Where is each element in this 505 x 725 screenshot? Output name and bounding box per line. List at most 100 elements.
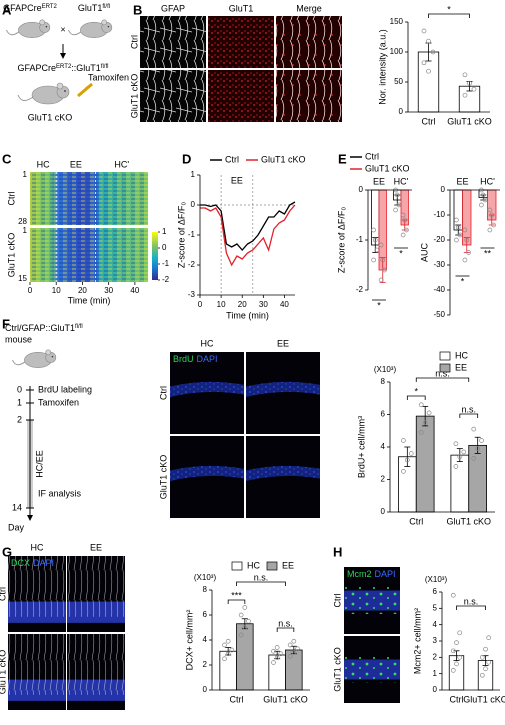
data-point — [371, 227, 376, 233]
panel-letter: C — [2, 151, 12, 166]
row-label: Ctrl — [129, 35, 139, 49]
data-point — [487, 207, 493, 213]
significance-label: * — [377, 300, 381, 310]
data-point — [457, 630, 463, 636]
x-tick-label: Ctrl — [409, 516, 423, 526]
column-label: HC — [31, 542, 44, 552]
data-point — [462, 227, 468, 233]
data-point — [242, 605, 248, 610]
legend-swatch — [266, 561, 278, 571]
data-point — [408, 451, 414, 456]
column-label: EE — [90, 542, 102, 552]
significance-label: n.s. — [435, 368, 450, 378]
significance-bracket — [459, 413, 479, 418]
subtitle: mouse — [5, 334, 32, 344]
data-point — [467, 80, 472, 86]
cell-layer — [246, 381, 320, 398]
y-tick-label: 5 — [433, 603, 438, 612]
data-point — [229, 647, 235, 653]
text-part: GFAPCre — [3, 3, 42, 13]
heatmap-rows — [30, 172, 148, 225]
column-label: Merge — [296, 3, 322, 13]
data-point — [238, 612, 244, 618]
text-part: Ctrl/GFAP::GluT1 — [5, 323, 75, 333]
data-point — [291, 650, 297, 655]
y-axis-label: Z-score of ΔF/F₀ — [176, 202, 186, 269]
bar — [371, 189, 380, 246]
stain-name: Mcm2 — [347, 569, 372, 579]
y-tick-label: -10 — [433, 210, 445, 219]
data-point — [479, 654, 485, 660]
superscript: fl/fl — [75, 324, 83, 330]
data-point — [222, 642, 227, 648]
event-label: IF analysis — [38, 488, 82, 498]
syringe — [77, 82, 93, 98]
scale-label: (X10³) — [374, 365, 397, 374]
legend-label: EE — [282, 560, 294, 570]
data-point — [372, 237, 378, 243]
row-label: GluT1 cKO — [129, 74, 139, 119]
bar — [236, 623, 254, 691]
significance-bracket — [406, 395, 426, 400]
bar — [468, 444, 488, 513]
row-tick-label: 28 — [18, 217, 27, 226]
mouse-ear — [39, 19, 46, 26]
x-tick-label: GluT1 cKO — [463, 694, 505, 704]
mouse-ear — [56, 82, 64, 90]
data-line — [200, 204, 296, 267]
dendrites — [67, 556, 125, 617]
y-tick-label: 2 — [433, 652, 438, 661]
data-point — [454, 237, 459, 243]
group-label: GluT1 cKO — [6, 233, 16, 278]
data-point — [471, 86, 477, 92]
y-axis-label: BrdU+ cell/mm³ — [356, 416, 366, 478]
data-point — [426, 410, 432, 416]
x-tick-label: Ctrl — [230, 694, 244, 704]
panel-letter: G — [2, 544, 12, 559]
significance-label: n.s. — [464, 596, 479, 606]
colorbar — [152, 232, 158, 280]
y-tick-label: 0 — [433, 685, 438, 694]
y-tick-label: 8 — [203, 585, 208, 594]
y-tick-label: 6 — [381, 410, 386, 419]
y-tick-label: -2 — [356, 285, 364, 294]
row-label: GluT1 cKO — [158, 455, 168, 500]
x-tick-label: 0 — [28, 286, 33, 295]
data-point — [274, 645, 280, 650]
data-point — [455, 225, 461, 230]
significance-bracket — [428, 13, 470, 18]
drug-label: Tamoxifen — [88, 72, 129, 82]
nuclei — [344, 587, 400, 614]
significance-bracket — [227, 599, 246, 604]
micrograph — [140, 16, 206, 68]
genotype-label: GFAPCreERT2 — [3, 3, 57, 13]
dendrites — [8, 634, 66, 695]
data-point — [491, 222, 496, 228]
panel-letter: E — [338, 151, 347, 166]
data-point — [401, 469, 406, 474]
panel-letter: F — [2, 316, 10, 331]
mouse-eye — [45, 25, 48, 28]
x-tick-label: 40 — [130, 286, 139, 295]
data-point — [479, 438, 484, 443]
significance-label: * — [414, 386, 418, 396]
panel-letter: H — [333, 544, 342, 559]
x-tick-label: EE — [456, 176, 468, 186]
data-point — [475, 446, 481, 451]
data-point — [242, 625, 248, 630]
data-point — [483, 646, 488, 652]
mouse-ear — [101, 19, 108, 26]
data-point — [450, 668, 456, 673]
mouse-eye — [107, 25, 110, 28]
data-point — [454, 217, 459, 223]
mouse-tail — [6, 29, 20, 36]
data-point — [222, 656, 227, 662]
y-tick-label: 4 — [381, 442, 386, 451]
data-point — [461, 449, 467, 455]
data-point — [486, 635, 492, 641]
data-point — [479, 202, 484, 208]
data-point — [287, 653, 293, 659]
mouse-tail — [12, 359, 26, 366]
x-tick-label: Ctrl — [450, 694, 464, 704]
data-point — [400, 232, 406, 238]
